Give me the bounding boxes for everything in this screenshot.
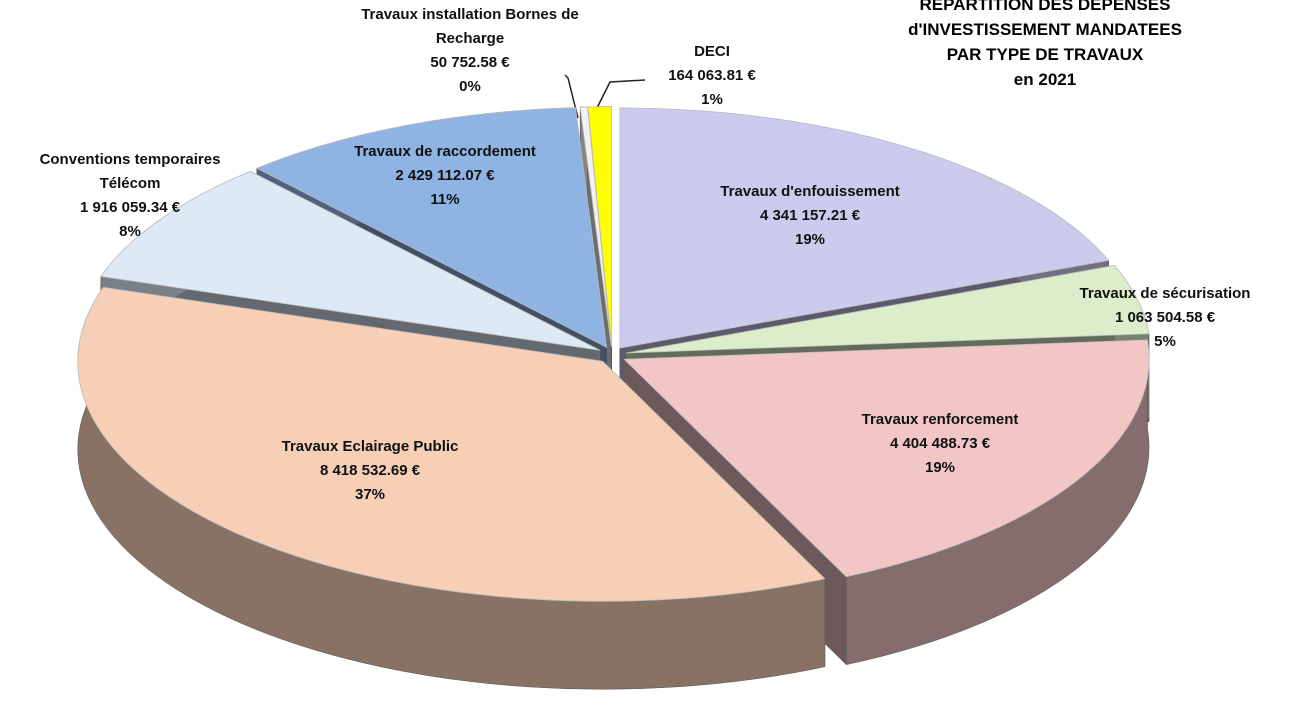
label-percent: 19% [794,231,826,248]
leader-line [564,74,579,119]
label-name: Travaux de raccordement [354,143,536,160]
title-line: en 2021 [1013,70,1077,89]
slice [255,107,608,348]
leader-line [591,79,646,119]
label-value: 8 418 532.69 € [319,462,421,479]
label-name: Travaux renforcement [861,411,1019,428]
slice-label: Travaux renforcement 4 404 488.73 € 19% [790,408,1090,480]
label-value: 4 404 488.73 € [889,435,991,452]
title-line: RÉPARTITION DES DÉPENSES [919,0,1171,14]
label-percent: 19% [924,459,956,476]
label-name: Travaux d'enfouissement [720,183,900,200]
slice [579,106,612,347]
label-percent: 8% [119,223,141,240]
label-percent: 5% [1154,333,1176,350]
slice [623,339,1150,578]
label-percent: 1% [701,91,723,108]
slice-label: Travaux Eclairage Public 8 418 532.69 € 37… [220,435,520,507]
label-value: 2 429 112.07 € [395,167,495,184]
slice-tops [77,106,1150,602]
slice-label: Travaux installation Bornes de Recharge 5… [335,3,605,99]
slice [100,170,601,351]
label-value: 164 063.81 € [668,67,756,84]
slice [625,265,1150,354]
slice-label: DECI 164 063.81 € 1% [612,40,812,112]
chart-title: RÉPARTITION DES DÉPENSES d'INVESTISSEMENT… [865,0,1225,92]
label-value: 1 063 504.58 € [1114,309,1216,326]
label-name: Conventions temporaires Télécom [39,151,221,192]
label-value: 1 916 059.34 € [79,199,181,216]
slice-label: Travaux d'enfouissement 4 341 157.21 € 19% [660,180,960,252]
slice [77,286,826,602]
label-value: 4 341 157.21 € [759,207,861,224]
slice [587,106,613,347]
label-percent: 11% [430,191,460,208]
slice [619,107,1110,349]
title-line: d'INVESTISSEMENT MANDATEES [908,20,1182,39]
label-name: Travaux installation Bornes de Recharge [361,6,579,47]
label-name: Travaux Eclairage Public [281,438,459,455]
slice-label: Conventions temporaires Télécom 1 916 059… [10,148,250,244]
title-line: PAR TYPE DE TRAVAUX [946,45,1144,64]
slice-label: Travaux de sécurisation 1 063 504.58 € 5% [1035,282,1289,354]
label-percent: 0% [459,78,481,95]
slice-label: Travaux de raccordement 2 429 112.07 € 11% [295,140,595,212]
label-value: 50 752.58 € [430,54,510,71]
label-name: Travaux de sécurisation [1079,285,1251,302]
label-name: DECI [694,43,730,60]
label-percent: 37% [354,486,386,503]
